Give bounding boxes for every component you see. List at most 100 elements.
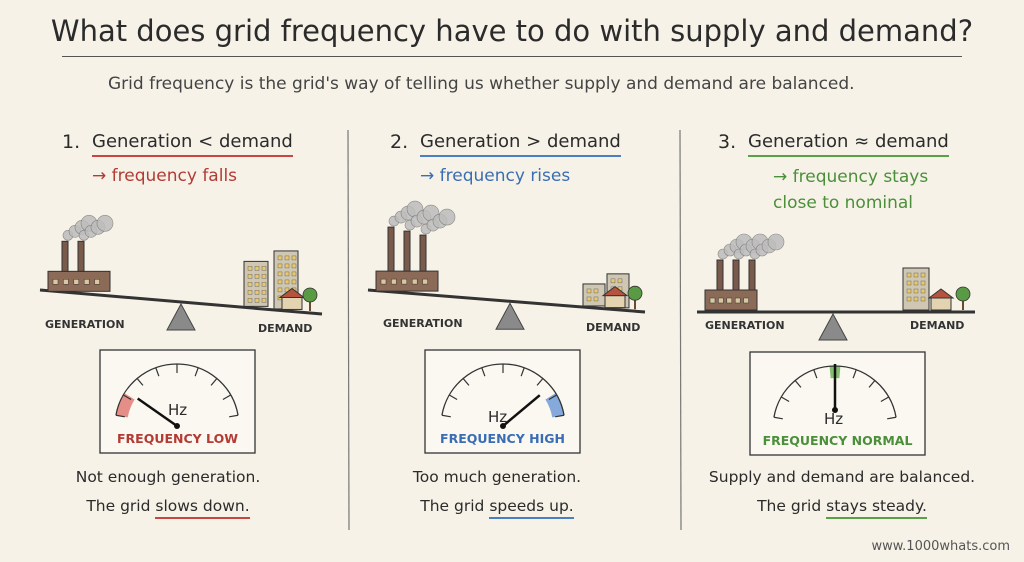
caption-text: The grid — [86, 497, 151, 515]
gauge-tick — [123, 394, 132, 401]
building-window — [277, 287, 283, 293]
gauge-label: FREQUENCY NORMAL — [762, 433, 913, 448]
factory-window — [63, 279, 69, 285]
panel-result: → frequency stays close to nominal — [773, 167, 929, 213]
gauge-tick — [880, 396, 889, 403]
house — [930, 297, 952, 311]
gauge-label: FREQUENCY HIGH — [440, 431, 565, 446]
gauge-tick — [813, 369, 818, 379]
chimney — [419, 234, 427, 272]
gauge-tick — [536, 378, 544, 386]
divider — [679, 129, 682, 531]
beam — [39, 288, 323, 316]
building-window — [906, 296, 912, 302]
building-window — [254, 298, 260, 303]
factory-window — [709, 297, 716, 304]
gauge-tick — [462, 378, 470, 386]
gauge-tick — [229, 414, 239, 418]
gauge-tick — [887, 416, 897, 420]
gauge-tick — [210, 378, 218, 386]
building-window — [254, 274, 260, 279]
caption-line: The grid speeds up. — [337, 497, 657, 519]
building-window — [906, 280, 912, 286]
building-window — [247, 290, 253, 295]
building-window — [920, 272, 926, 278]
chimney — [61, 240, 69, 272]
smoke — [767, 233, 785, 251]
building-window — [261, 266, 267, 271]
building-window — [920, 296, 926, 302]
gauge-tick — [794, 380, 802, 388]
building-window — [913, 280, 919, 286]
fulcrum — [166, 302, 196, 331]
demand-label: DEMAND — [910, 319, 965, 332]
building-window — [920, 280, 926, 286]
building-window — [617, 278, 623, 284]
building-window — [913, 272, 919, 278]
building-window — [247, 266, 253, 271]
caption-text: The grid — [420, 497, 485, 515]
chimney — [716, 259, 724, 291]
panel-number: 2. — [390, 131, 409, 153]
building-window — [913, 296, 919, 302]
building-window — [254, 290, 260, 295]
building-window — [284, 255, 290, 261]
chimney — [387, 226, 395, 272]
panel-heading: Generation > demand — [420, 131, 621, 157]
building-window — [261, 298, 267, 303]
building-window — [291, 271, 297, 277]
smoke — [438, 208, 456, 226]
gauge-tick — [555, 414, 565, 418]
building-window — [261, 282, 267, 287]
building-window — [586, 296, 592, 302]
building-window — [284, 271, 290, 277]
factory-window — [94, 279, 100, 285]
building-window — [247, 298, 253, 303]
gauge-tick — [115, 414, 125, 418]
building-window — [254, 282, 260, 287]
house-roof — [278, 287, 306, 298]
caption-highlight: slows down. — [155, 497, 250, 519]
building-window — [906, 288, 912, 294]
building-window — [261, 290, 267, 295]
divider — [347, 129, 350, 531]
demand-label: DEMAND — [586, 321, 641, 334]
building-window — [284, 263, 290, 269]
chimney — [403, 230, 411, 272]
gauge-hub — [832, 407, 838, 413]
building-window — [913, 288, 919, 294]
building-window — [920, 288, 926, 294]
subtitle: Grid frequency is the grid's way of tell… — [108, 74, 855, 94]
gauge-hub — [174, 423, 180, 429]
tree-crown — [627, 285, 643, 301]
building-window — [593, 288, 599, 294]
chimney — [77, 240, 85, 272]
tree-crown — [302, 287, 318, 303]
gauge-tick — [136, 378, 144, 386]
building-window — [277, 279, 283, 285]
caption-line: The grid slows down. — [8, 497, 328, 519]
building-window — [261, 274, 267, 279]
factory-window — [52, 279, 59, 285]
footer: www.1000whats.com — [871, 539, 1010, 554]
generation-label: GENERATION — [45, 318, 125, 331]
factory-window — [743, 297, 749, 304]
building-window — [593, 296, 599, 302]
gauge-tick — [449, 394, 458, 401]
building-window — [291, 279, 297, 285]
gauge-hub — [500, 423, 506, 429]
demand-label: DEMAND — [258, 322, 313, 335]
gauge-needle — [502, 394, 541, 427]
house-roof — [601, 285, 629, 297]
building-window — [291, 263, 297, 269]
gauge-tick — [548, 394, 557, 401]
chimney — [732, 259, 740, 291]
factory-window — [401, 278, 408, 285]
factory-window — [718, 297, 724, 304]
gauge-tick — [773, 416, 783, 420]
building-window — [277, 255, 283, 261]
beam — [367, 288, 646, 314]
tree-crown — [955, 286, 971, 302]
chimney — [748, 259, 756, 291]
